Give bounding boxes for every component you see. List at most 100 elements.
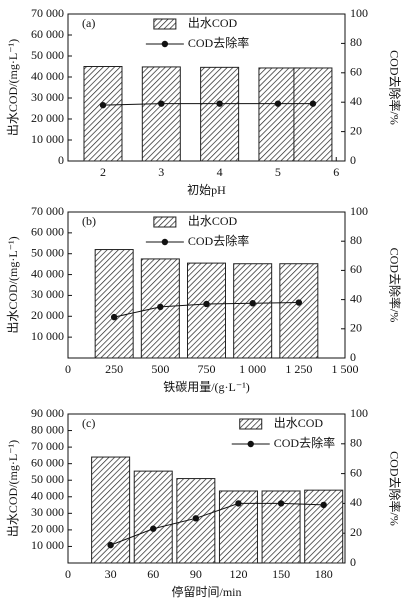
line	[110, 502, 324, 546]
x-tick-label: 90	[190, 567, 202, 581]
y-tick-label: 30 000	[31, 287, 64, 301]
y2-tick-label: 40	[350, 495, 362, 509]
y2-tick-label: 80	[350, 35, 362, 49]
y2-tick-label: 20	[350, 525, 362, 539]
y2-axis-title: COD去除率/%	[387, 451, 402, 526]
y2-tick-label: 40	[350, 94, 362, 108]
legend-swatch	[161, 238, 169, 246]
line-marker	[309, 100, 317, 107]
legend-swatch	[153, 216, 177, 228]
x-tick-label: 0	[65, 362, 71, 376]
x-tick-label: 1 250	[285, 362, 312, 376]
x-tick-label: 30	[105, 567, 117, 581]
y2-tick-label: 0	[350, 153, 356, 167]
panel-label: (c)	[82, 416, 95, 430]
x-tick-label: 1 000	[239, 362, 266, 376]
y2-axis-title: COD去除率/%	[387, 50, 402, 125]
line-marker	[216, 100, 223, 107]
x-tick-label: 120	[229, 567, 247, 581]
bar	[141, 66, 181, 162]
bar	[187, 262, 226, 359]
y-axis-title: 出水COD/(mg·L⁻¹)	[6, 236, 20, 333]
y-tick-label: 20 000	[31, 308, 64, 322]
y2-tick-label: 0	[350, 350, 356, 364]
x-tick-label: 750	[198, 362, 216, 376]
line-marker	[158, 100, 165, 107]
line-marker	[320, 501, 327, 509]
line-marker	[274, 100, 282, 107]
y-tick-label: 50 000	[31, 472, 64, 486]
bar	[258, 67, 298, 162]
y-tick-label: 60 000	[31, 27, 64, 41]
y-tick-label: 50 000	[31, 48, 64, 62]
y-tick-label: 0	[58, 153, 64, 167]
y-tick-label: 10 000	[31, 132, 64, 146]
legend-swatch	[153, 18, 177, 30]
y2-tick-label: 100	[350, 406, 368, 420]
y2-axis-title: COD去除率/%	[387, 248, 402, 323]
y2-tick-label: 80	[350, 233, 362, 247]
legend-label: COD去除率	[188, 35, 249, 50]
y-tick-label: 50 000	[31, 245, 64, 259]
line-marker	[110, 313, 118, 321]
y-tick-label: 40 000	[31, 69, 64, 83]
x-tick-label: 3	[158, 165, 164, 179]
bar	[233, 263, 273, 359]
y2-tick-label: 60	[350, 65, 362, 79]
line-marker	[150, 525, 157, 532]
y2-tick-label: 60	[350, 262, 362, 276]
y-tick-label: 70 000	[31, 439, 64, 453]
y2-tick-label: 100	[350, 204, 368, 218]
legend-label: 出水COD	[274, 416, 324, 430]
legend-label: COD去除率	[274, 435, 335, 450]
x-tick-label: 6	[333, 165, 339, 179]
legend-label: 出水COD	[188, 16, 238, 30]
bar	[133, 470, 173, 564]
x-axis-title: 铁碳用量/(g·L⁻¹)	[163, 380, 250, 394]
legend-label: COD去除率	[188, 233, 249, 248]
y2-tick-label: 20	[350, 321, 362, 335]
legend-swatch	[161, 40, 169, 48]
line-marker	[107, 541, 114, 549]
y2-tick-label: 0	[350, 555, 356, 569]
line-marker	[157, 303, 164, 311]
y2-tick-label: 80	[350, 436, 362, 450]
y2-tick-label: 40	[350, 291, 362, 305]
x-tick-label: 60	[147, 567, 159, 581]
panel-label: (b)	[82, 214, 96, 228]
line-marker	[203, 300, 210, 308]
y-tick-label: 70 000	[31, 6, 64, 20]
y-tick-label: 20 000	[31, 522, 64, 536]
bar	[304, 489, 344, 564]
y-axis-title: 出水COD/(mg·L⁻¹)	[6, 39, 20, 136]
y2-tick-label: 60	[350, 465, 362, 479]
x-axis-title: 停留时间/min	[171, 584, 241, 599]
y-axis-title: 出水COD/(mg·L⁻¹)	[6, 440, 20, 537]
bar	[200, 66, 240, 162]
y-tick-label: 10 000	[31, 538, 64, 552]
bar	[94, 249, 134, 359]
bar	[83, 66, 123, 162]
y-tick-label: 30 000	[31, 505, 64, 519]
x-tick-label: 500	[151, 362, 169, 376]
y-tick-label: 60 000	[31, 225, 64, 239]
y-tick-label: 40 000	[31, 266, 64, 280]
bar	[279, 263, 319, 359]
bar	[293, 67, 333, 162]
y-tick-label: 90 000	[31, 406, 64, 420]
y-tick-label: 10 000	[31, 329, 64, 343]
y-tick-label: 70 000	[31, 204, 64, 218]
y-tick-label: 60 000	[31, 455, 64, 469]
y-tick-label: 80 000	[31, 422, 64, 436]
legend-swatch	[247, 440, 254, 448]
x-axis-title: 初始pH	[187, 183, 226, 197]
x-tick-label: 2	[100, 165, 106, 179]
line-marker	[99, 101, 107, 109]
line-marker	[295, 299, 303, 306]
line-marker	[277, 500, 285, 507]
x-tick-label: 1 500	[332, 362, 359, 376]
y-tick-label: 30 000	[31, 90, 64, 104]
legend-swatch	[239, 418, 263, 430]
x-tick-label: 5	[275, 165, 281, 179]
